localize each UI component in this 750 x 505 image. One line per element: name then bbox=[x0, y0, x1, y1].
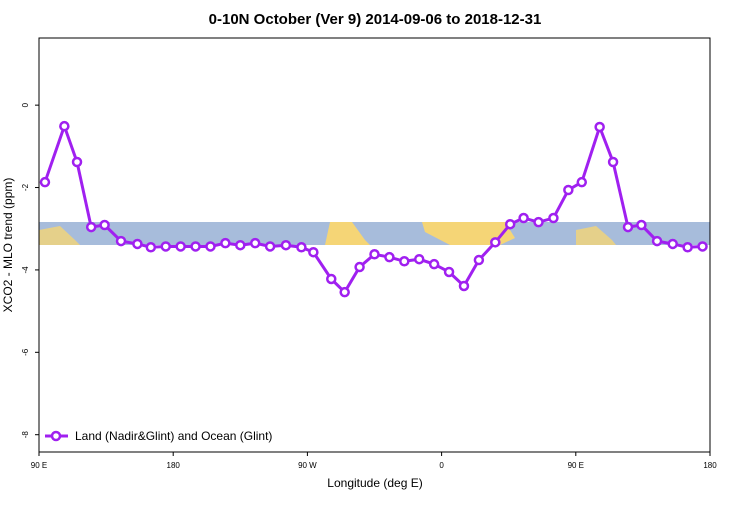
data-point bbox=[533, 216, 544, 228]
data-point bbox=[71, 156, 83, 168]
data-point bbox=[339, 286, 350, 298]
x-tick-label: 90 W bbox=[298, 461, 317, 470]
data-point bbox=[145, 242, 157, 253]
data-point bbox=[85, 221, 97, 233]
plot-frame bbox=[38, 37, 711, 453]
data-point bbox=[682, 242, 693, 253]
data-point bbox=[428, 258, 440, 270]
x-tick-label: 180 bbox=[703, 461, 717, 470]
data-point bbox=[576, 176, 588, 188]
y-tick-label: -8 bbox=[21, 431, 30, 439]
data-point bbox=[175, 241, 186, 252]
data-point bbox=[280, 239, 292, 251]
data-point bbox=[369, 249, 380, 260]
data-point bbox=[607, 156, 619, 168]
data-point bbox=[548, 212, 559, 224]
data-point bbox=[622, 221, 634, 233]
data-point bbox=[326, 273, 337, 285]
data-point bbox=[413, 253, 425, 265]
data-point bbox=[308, 246, 319, 258]
land bbox=[576, 226, 616, 245]
x-tick-label: 90 E bbox=[31, 461, 47, 470]
data-point bbox=[594, 121, 605, 133]
data-point bbox=[160, 241, 171, 252]
y-tick-label: -6 bbox=[21, 348, 30, 356]
data-point bbox=[636, 219, 647, 231]
data-point bbox=[132, 238, 143, 250]
legend: Land (Nadir&Glint) and Ocean (Glint) bbox=[45, 429, 272, 443]
data-point bbox=[490, 237, 501, 248]
chart-title: 0-10N October (Ver 9) 2014-09-06 to 2018… bbox=[209, 11, 542, 28]
data-point bbox=[458, 280, 470, 292]
land bbox=[325, 222, 370, 245]
data-point bbox=[205, 241, 216, 252]
data-point bbox=[59, 120, 70, 132]
x-tick-label: 90 E bbox=[568, 461, 584, 470]
legend-label: Land (Nadir&Glint) and Ocean (Glint) bbox=[75, 429, 272, 443]
data-point bbox=[697, 241, 708, 252]
y-tick-label: -4 bbox=[21, 266, 30, 274]
series-line bbox=[43, 121, 703, 295]
data-point bbox=[563, 184, 574, 196]
legend-marker bbox=[50, 430, 62, 442]
data-point bbox=[115, 235, 127, 247]
data-point bbox=[39, 176, 51, 188]
land bbox=[39, 226, 80, 245]
map-strip bbox=[39, 222, 710, 245]
y-tick-label: -2 bbox=[21, 183, 30, 191]
y-tick-label: 0 bbox=[21, 102, 30, 107]
data-point bbox=[249, 237, 261, 249]
data-point bbox=[518, 212, 529, 224]
data-point bbox=[651, 235, 663, 247]
data-point bbox=[354, 261, 365, 273]
x-tick-label: 180 bbox=[167, 461, 181, 470]
data-point bbox=[667, 238, 678, 250]
data-point bbox=[443, 266, 455, 278]
data-point bbox=[235, 239, 246, 251]
data-point bbox=[473, 254, 485, 266]
data-point bbox=[264, 241, 276, 252]
x-tick-label: 0 bbox=[439, 461, 444, 470]
data-point bbox=[190, 241, 201, 252]
data-point bbox=[99, 219, 110, 231]
y-axis-label: XCO2 - MLO trend (ppm) bbox=[1, 178, 15, 313]
data-point bbox=[384, 251, 395, 263]
data-point bbox=[399, 256, 410, 267]
data-point bbox=[504, 218, 516, 230]
data-point bbox=[220, 237, 231, 249]
x-axis-label: Longitude (deg E) bbox=[327, 476, 422, 490]
data-point bbox=[296, 242, 307, 253]
